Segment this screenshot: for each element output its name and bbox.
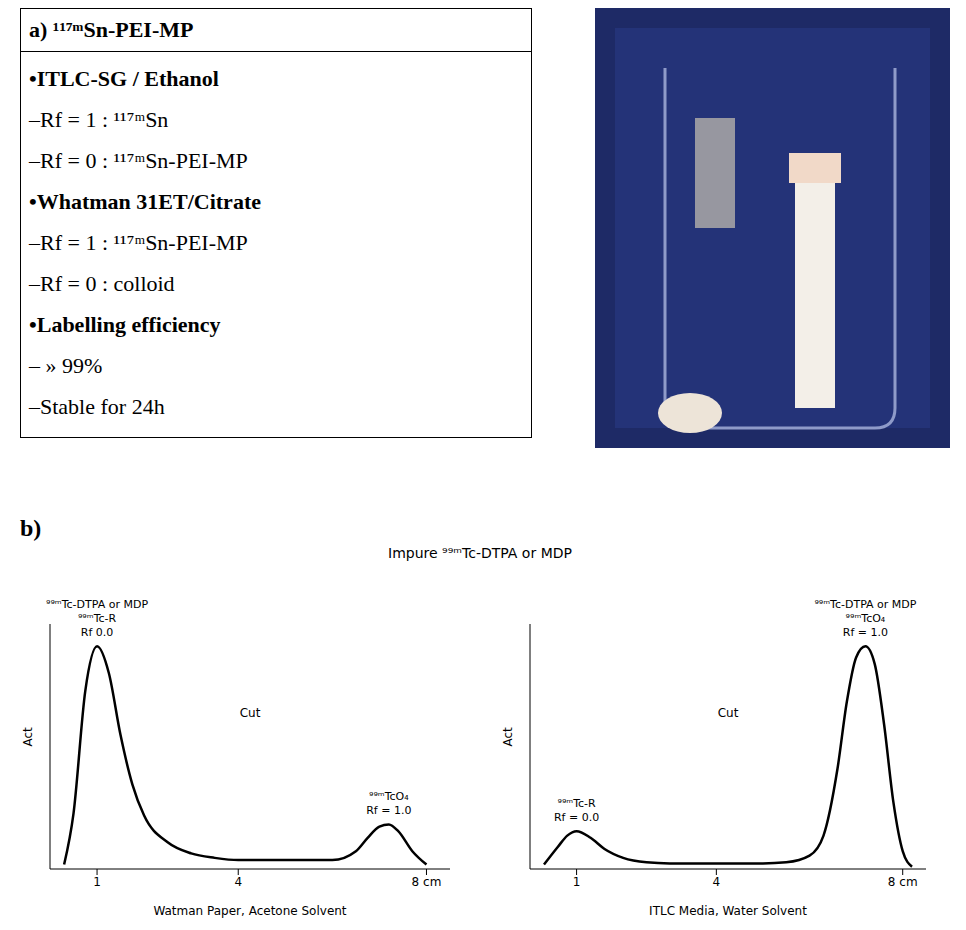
svg-text:8 cm: 8 cm — [888, 875, 918, 889]
svg-text:Watman Paper, Acetone Solvent: Watman Paper, Acetone Solvent — [153, 904, 346, 918]
html-text:Impure ⁹⁹ᵐTc-DTPA or MDP: Impure ⁹⁹ᵐTc-DTPA or MDP — [388, 545, 572, 561]
html-text:–Rf = 1 : ¹¹⁷ᵐSn: –Rf = 1 : ¹¹⁷ᵐSn — [29, 107, 169, 132]
html-text:–Rf = 0 : colloid: –Rf = 0 : colloid — [29, 271, 175, 296]
svg-text:⁹⁹ᵐTcO₄: ⁹⁹ᵐTcO₄ — [846, 612, 886, 625]
svg-text:⁹⁹ᵐTc-R: ⁹⁹ᵐTc-R — [78, 612, 117, 625]
html-text:b): b) — [20, 515, 42, 541]
html-text:–Rf = 0 : ¹¹⁷ᵐSn-PEI-MP: –Rf = 0 : ¹¹⁷ᵐSn-PEI-MP — [29, 148, 248, 173]
html-text:–Stable for 24h: –Stable for 24h — [29, 394, 165, 419]
svg-text:Cut: Cut — [718, 706, 739, 720]
svg-text:Act: Act — [21, 727, 35, 747]
svg-text:⁹⁹ᵐTc-DTPA or MDP: ⁹⁹ᵐTc-DTPA or MDP — [46, 598, 148, 611]
svg-text:Rf = 0.0: Rf = 0.0 — [554, 811, 599, 824]
svg-text:4: 4 — [713, 875, 721, 889]
svg-text:1: 1 — [93, 875, 101, 889]
svg-text:ITLC Media, Water Solvent: ITLC Media, Water Solvent — [649, 904, 807, 918]
html-text:– » 99%: – » 99% — [29, 353, 103, 378]
svg-text:⁹⁹ᵐTcO₄: ⁹⁹ᵐTcO₄ — [369, 790, 409, 803]
html-text:•ITLC-SG / Ethanol: •ITLC-SG / Ethanol — [29, 66, 219, 91]
svg-text:⁹⁹ᵐTc-R: ⁹⁹ᵐTc-R — [557, 797, 596, 810]
svg-text:Cut: Cut — [240, 706, 261, 720]
svg-text:Rf = 1.0: Rf = 1.0 — [843, 626, 888, 639]
svg-text:Act: Act — [501, 727, 515, 747]
html-text:•Labelling efficiency: •Labelling efficiency — [29, 312, 221, 337]
svg-text:4: 4 — [234, 875, 242, 889]
html-text:•Whatman 31ET/Citrate: •Whatman 31ET/Citrate — [29, 189, 261, 214]
svg-text:Rf = 1.0: Rf = 1.0 — [366, 804, 411, 817]
svg-text:Rf 0.0: Rf 0.0 — [81, 626, 114, 639]
svg-text:⁹⁹ᵐTc-DTPA or MDP: ⁹⁹ᵐTc-DTPA or MDP — [814, 598, 916, 611]
html-text:a) ¹¹⁷ᵐSn-PEI-MP: a) ¹¹⁷ᵐSn-PEI-MP — [29, 17, 194, 42]
svg-text:1: 1 — [573, 875, 581, 889]
html-text:–Rf = 1 : ¹¹⁷ᵐSn-PEI-MP: –Rf = 1 : ¹¹⁷ᵐSn-PEI-MP — [29, 230, 248, 255]
svg-text:8 cm: 8 cm — [412, 875, 442, 889]
